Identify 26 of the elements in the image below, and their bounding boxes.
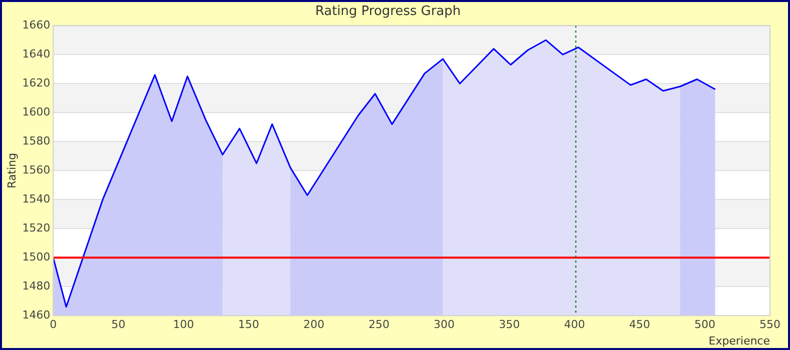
x-tick-label: 350 [498, 318, 520, 332]
y-tick-label: 1660 [22, 18, 50, 32]
x-tick-label: 150 [238, 318, 260, 332]
y-tick-label: 1580 [22, 134, 50, 148]
x-tick-label: 50 [111, 318, 126, 332]
x-axis-title: Experience [708, 334, 770, 348]
x-tick-label: 500 [694, 318, 716, 332]
x-tick-label: 550 [760, 318, 780, 332]
x-tick-label: 300 [434, 318, 455, 332]
y-tick-label: 1460 [22, 308, 50, 322]
x-tick-label: 100 [173, 318, 194, 332]
x-tick-label: 200 [303, 318, 324, 332]
y-tick-label: 1600 [22, 105, 50, 118]
x-tick-label: 250 [368, 318, 390, 332]
y-tick-label: 1620 [22, 76, 50, 90]
x-tick-label: 450 [629, 318, 650, 332]
y-axis-title: Rating [5, 152, 18, 188]
y-tick-label: 1520 [22, 221, 50, 234]
x-tick-label: 0 [50, 318, 57, 332]
y-tick-label: 1540 [22, 192, 50, 206]
chart-title: Rating Progress Graph [315, 4, 461, 20]
y-tick-label: 1560 [22, 163, 50, 176]
y-tick-label: 1500 [22, 250, 50, 264]
y-tick-label: 1480 [22, 279, 50, 292]
y-tick-label: 1640 [22, 47, 50, 60]
x-tick-label: 400 [564, 318, 586, 332]
